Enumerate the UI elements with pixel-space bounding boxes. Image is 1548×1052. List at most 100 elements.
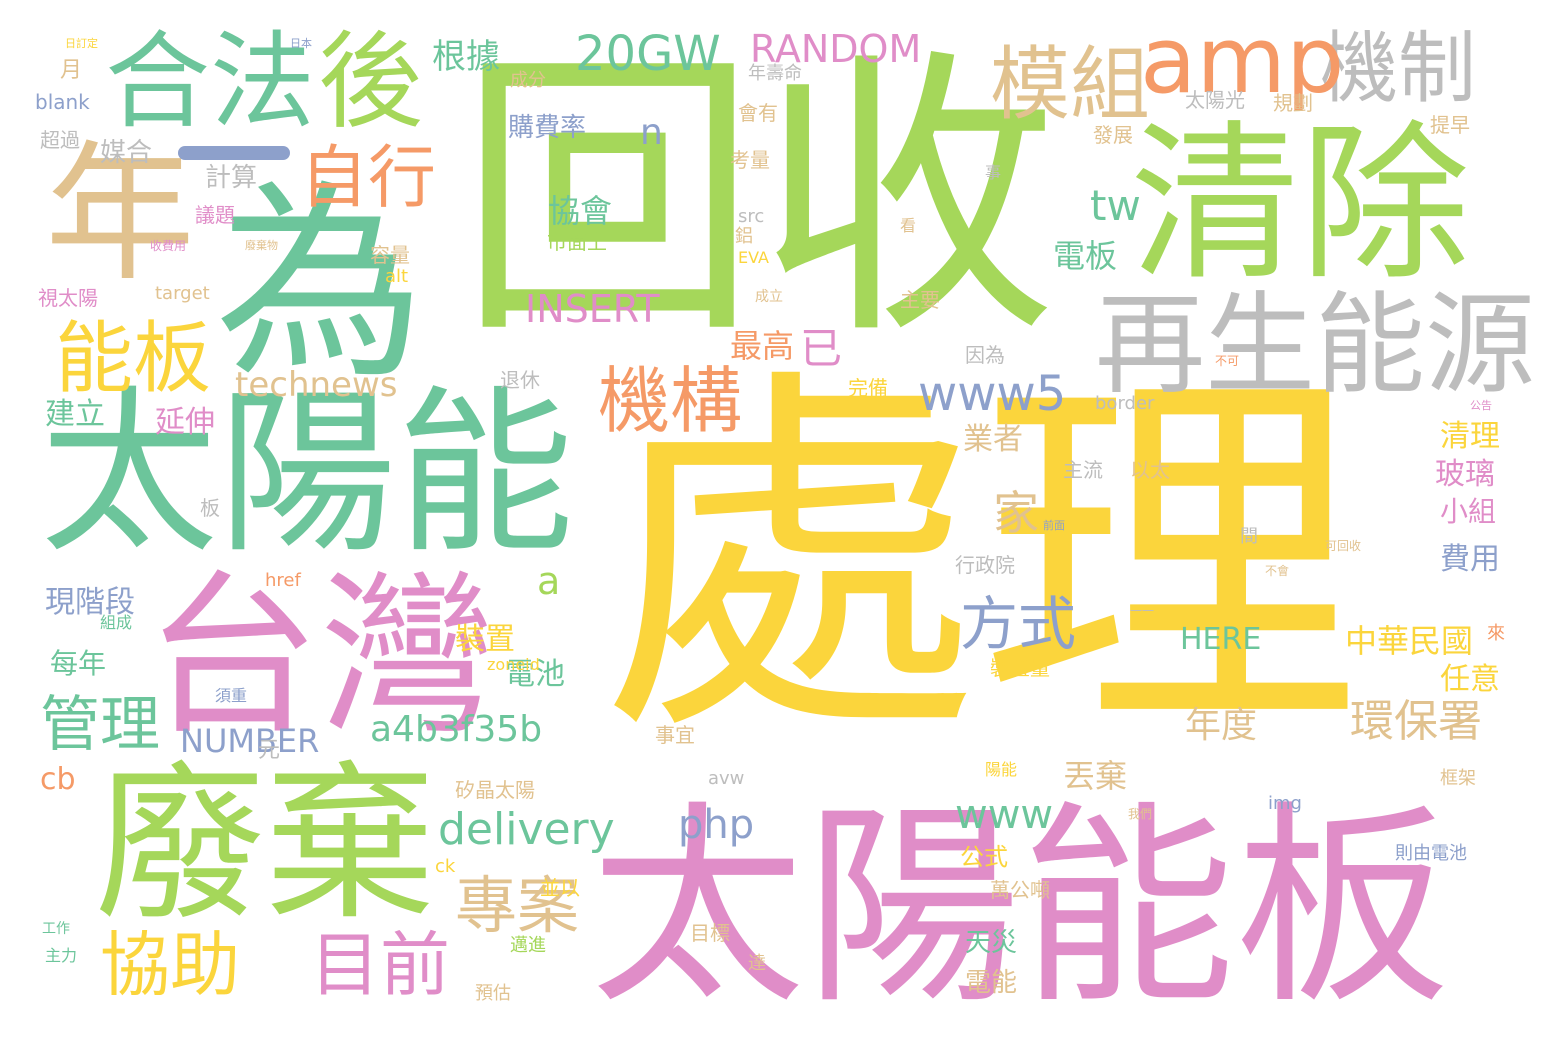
word-img: img: [1268, 793, 1302, 814]
word-zhuangzhiliang: 裝置量: [990, 656, 1050, 680]
word-yi: 已: [800, 324, 843, 373]
word-wangongdun: 萬公噸: [990, 878, 1050, 902]
word-target: target: [155, 283, 210, 304]
word-ban: 板: [200, 496, 220, 520]
word-feiqiwu: 廢棄物: [245, 239, 278, 252]
word-huiyou: 會有: [738, 101, 778, 125]
word-women: 我們: [1128, 807, 1153, 821]
word-renyi: 任意: [1440, 662, 1500, 697]
word-number: NUMBER: [180, 722, 320, 760]
word-alt: alt: [385, 266, 409, 287]
word-cb: cb: [40, 762, 76, 797]
word-jigou: 機構: [598, 359, 743, 443]
word-wanbei: 完備: [848, 376, 888, 400]
word-genju: 根據: [432, 37, 500, 77]
word-nian: 年: [45, 128, 196, 302]
word-technews: technews: [235, 365, 398, 405]
word-gongshi: 公式: [960, 843, 1008, 871]
word-meihe: 媒合: [100, 138, 153, 168]
word-shoufeiyong: 收費用: [150, 239, 187, 253]
word-hefa: 合法: [105, 21, 316, 143]
word-dianneng: 電能: [965, 968, 1018, 998]
word-jia: 家: [993, 486, 1039, 540]
word-n: n: [640, 112, 663, 153]
word-gonggao: 公告: [1470, 399, 1492, 412]
word-ck: ck: [435, 856, 456, 877]
word-php: php: [678, 802, 755, 848]
word-zhonghuaminguo: 中華民國: [1345, 622, 1474, 660]
word-chengli: 成立: [755, 289, 783, 305]
word-wei: 為: [215, 162, 426, 407]
word-jizhi: 機制: [1320, 24, 1477, 114]
word-yangneng: 陽能: [985, 760, 1018, 779]
word-zhuyao: 主要: [900, 288, 940, 312]
word-feiyong: 費用: [1440, 542, 1500, 577]
word-blank: blank: [35, 90, 90, 114]
word-chengfen: 成分: [510, 70, 546, 91]
word-dianchi: 電池: [505, 657, 565, 692]
word-tianzai: 天災: [965, 928, 1018, 958]
word-a: a: [537, 559, 561, 603]
word-xiezhu: 協助: [100, 924, 240, 1006]
word-buke: 不可: [1215, 354, 1240, 368]
word-20gw: 20GW: [575, 26, 721, 82]
word-hou: 後: [318, 21, 424, 143]
word-href: href: [265, 570, 301, 591]
word-tw: tw: [1090, 181, 1141, 230]
word-yiti: 議題: [195, 203, 235, 227]
word-nengban: 能板: [55, 314, 212, 404]
word-yugu: 預估: [475, 983, 511, 1004]
word-chaoguo: 超過: [40, 128, 80, 152]
word-eva: EVA: [738, 248, 769, 267]
word-zhuangzhi: 裝置: [455, 622, 515, 657]
word-zeyoudianchi: 則由電池: [1395, 843, 1467, 864]
word-meinian: 每年: [50, 647, 107, 680]
word-shitaiyang: 視太陽: [38, 286, 98, 310]
word-xiehui: 協會: [548, 192, 613, 230]
word-shiyi: 事宜: [655, 723, 695, 747]
word-shi: 事: [985, 163, 1002, 182]
word-lai: 來: [1487, 623, 1505, 644]
word-xiaozu: 小組: [1440, 495, 1497, 528]
word-xianjieduan: 現階段: [45, 585, 135, 620]
word-zhuanan: 專案: [455, 869, 580, 942]
word-www: www: [955, 792, 1054, 838]
word-xuzhong: 須重: [215, 686, 248, 705]
word-yuan: 元: [258, 738, 281, 763]
word-huishou: 回收: [458, 25, 1058, 374]
word-jisuan: 計算: [205, 163, 258, 193]
word-random: RANDOM: [750, 27, 922, 71]
word-taiyangguang: 太陽光: [1185, 88, 1245, 112]
word-shimianshang: 市面上: [547, 230, 607, 254]
word-zoneid: zoneid: [487, 655, 540, 674]
word-nianshouming: 年壽命: [748, 63, 802, 84]
word-yinwei: 因為: [965, 343, 1005, 367]
word-src: src: [738, 206, 765, 227]
word-muqian: 目前: [310, 924, 450, 1006]
word-xingzhengyuan: 行政院: [955, 553, 1015, 577]
word-kuangjia: 框架: [1440, 768, 1476, 789]
word-qingchu: 清除: [1130, 106, 1471, 304]
word-taiyangnengban: 太陽能板: [590, 782, 1450, 1033]
word-riben: 日本: [290, 37, 312, 50]
word-zhuli: 主力: [45, 946, 78, 965]
word-zixing: 自行: [300, 139, 437, 218]
word-here: HERE: [1180, 622, 1262, 657]
word-tuixiu: 退休: [500, 368, 540, 392]
word-chuli: 處理: [600, 338, 1360, 781]
word-ridingding: 日訂定: [65, 37, 98, 50]
word-amp: amp: [1140, 7, 1345, 114]
word-feiqi: 廢棄: [95, 746, 436, 944]
word-yezhe: 業者: [963, 422, 1023, 457]
word-fangshi: 方式: [960, 590, 1077, 658]
word-border: border: [1095, 393, 1155, 414]
dash-mark: [178, 146, 290, 160]
word-zucheng: 組成: [100, 613, 133, 632]
word-www5: www5: [918, 366, 1067, 422]
word-taiwan: 台灣: [145, 556, 495, 759]
word-jian: 間: [1240, 526, 1258, 547]
word-guanli: 管理: [40, 690, 160, 760]
word-diuqi: 丟棄: [1063, 757, 1128, 795]
word-lv: 鋁: [735, 226, 753, 247]
